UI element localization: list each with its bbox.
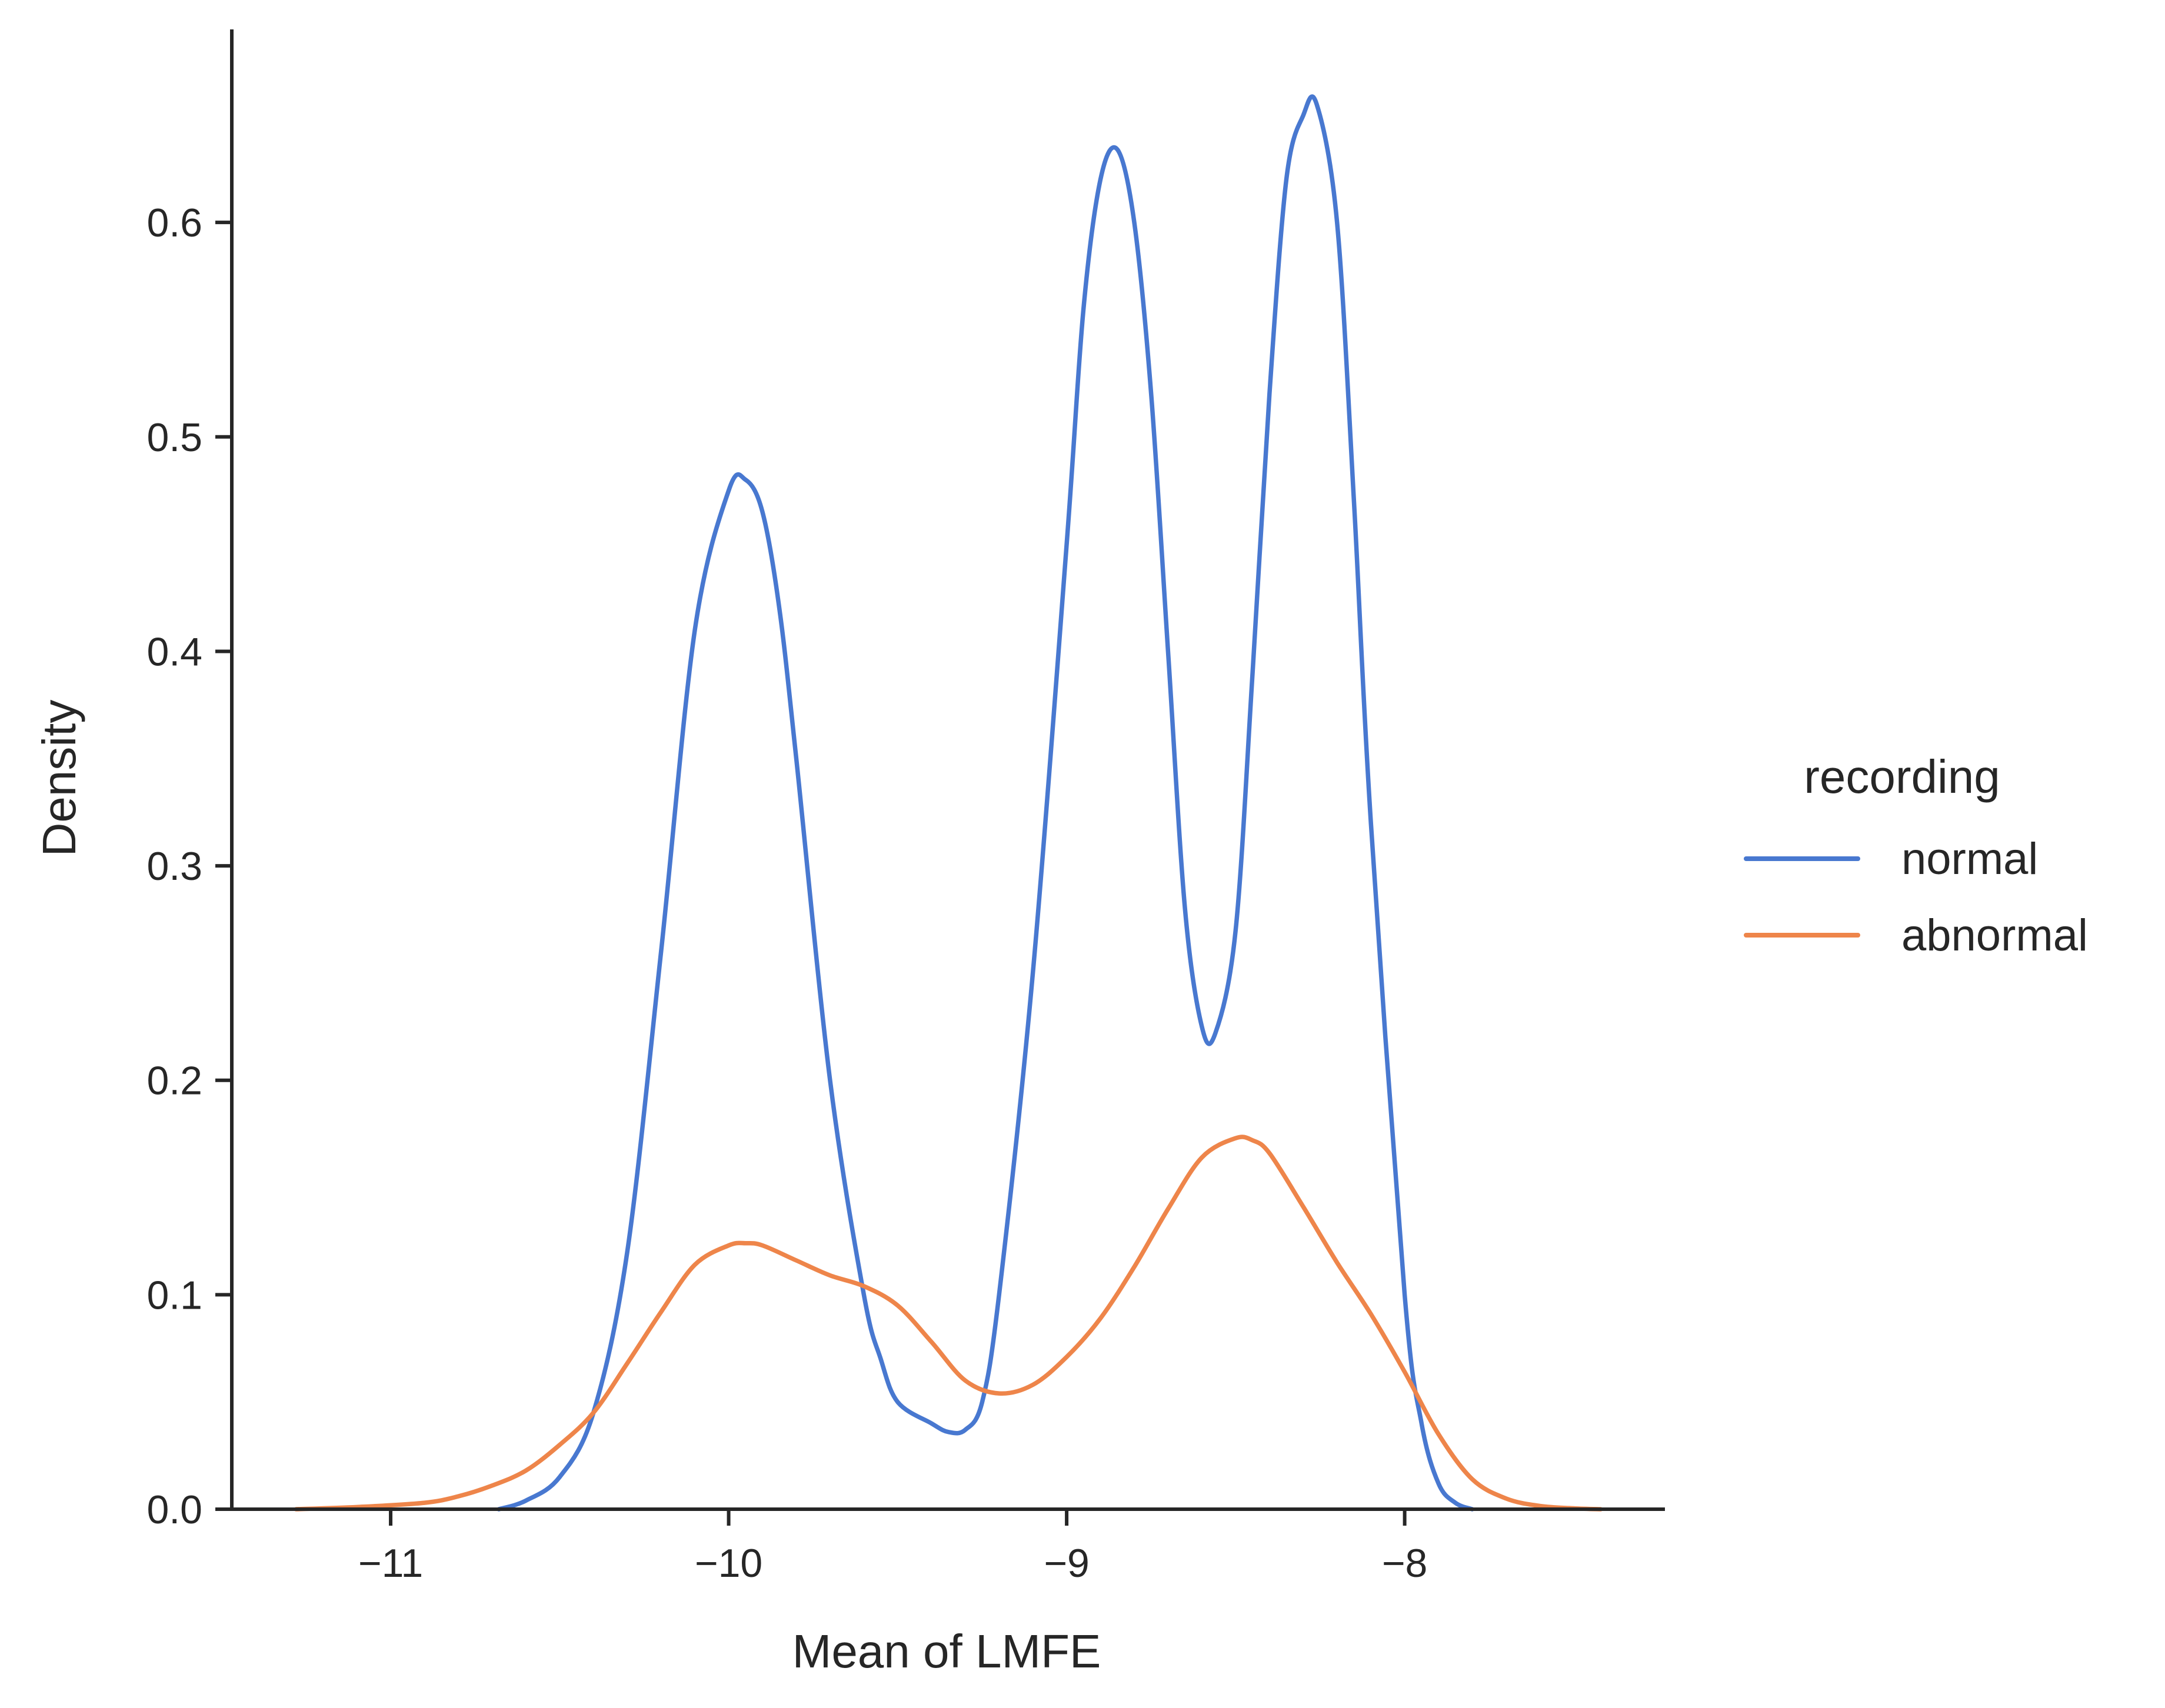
series-line-normal <box>497 94 1475 1512</box>
y-tick-label: 0.1 <box>146 1273 202 1317</box>
y-axis-label: Density <box>33 700 85 857</box>
x-tick-label: −11 <box>358 1541 423 1586</box>
legend-label-abnormal: abnormal <box>1901 910 2088 960</box>
y-tick-label: 0.6 <box>146 201 202 245</box>
legend-label-normal: normal <box>1901 834 2038 884</box>
legend: recording normal abnormal <box>1744 750 2088 960</box>
plot-area <box>294 94 1603 1512</box>
x-tick-label: −9 <box>1044 1541 1090 1586</box>
y-tick-label: 0.3 <box>146 844 202 889</box>
x-tick-label: −10 <box>695 1541 762 1586</box>
y-tick-label: 0.2 <box>146 1059 202 1103</box>
y-axis-ticks: 0.0 0.1 0.2 0.3 0.4 0.5 0.6 <box>146 201 232 1532</box>
y-tick-label: 0.5 <box>146 415 202 460</box>
x-axis-ticks: −11 −10 −9 −8 <box>358 1509 1428 1586</box>
y-tick-label: 0.4 <box>146 629 202 674</box>
legend-title: recording <box>1804 750 2000 803</box>
series-line-abnormal <box>294 1135 1603 1512</box>
y-tick-label: 0.0 <box>146 1487 202 1532</box>
x-axis-label: Mean of LMFE <box>792 1625 1101 1677</box>
x-tick-label: −8 <box>1382 1541 1428 1586</box>
